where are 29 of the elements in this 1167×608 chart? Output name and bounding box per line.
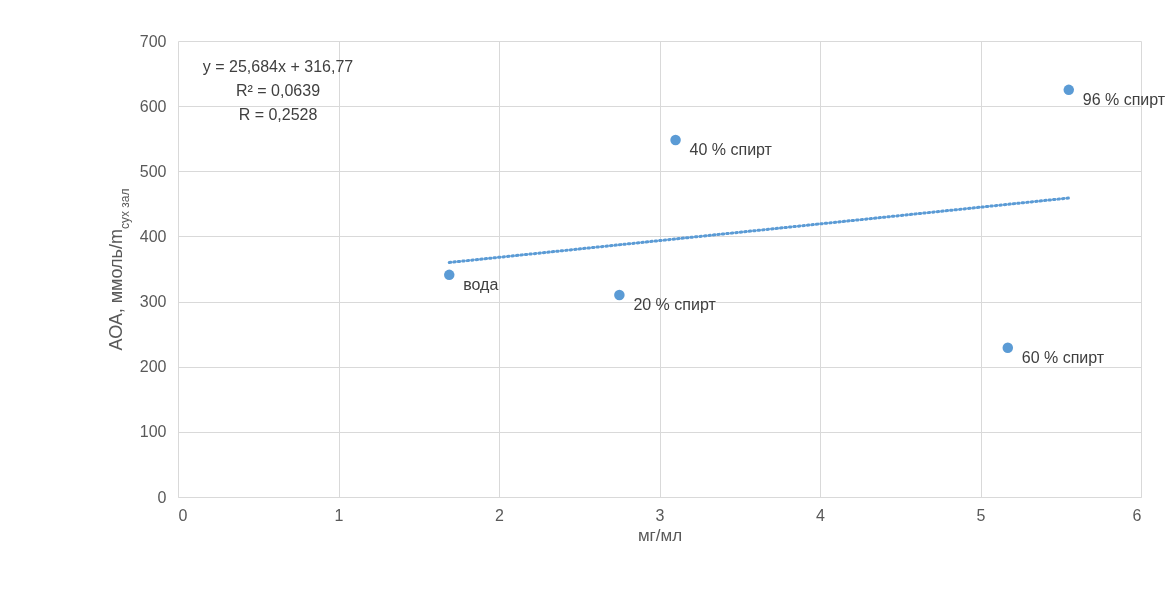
annotation: R = 0,2528 [238,106,318,123]
y-tick-label: 200 [139,358,167,376]
x-tick-label: 4 [816,506,826,524]
x-tick-label: 5 [976,506,986,524]
annotation: 20 % спирт [633,296,717,314]
y-tick-label: 600 [139,97,167,115]
point [444,269,455,281]
annotation: y = 25,684x + 316,77 [202,58,354,75]
point [1002,342,1014,354]
y-tick-label: 100 [139,423,167,441]
y-tick-label: 400 [139,227,167,245]
y-tick-label: 0 [157,488,167,506]
annotation: 60 % спирт [1021,348,1105,366]
y-tick-label: 300 [139,293,167,311]
annotation: 96 % спирт [1082,90,1166,108]
y-tick-label: 500 [139,162,167,180]
y-tick-label: 700 [139,32,167,50]
point [614,289,625,301]
point [670,134,681,146]
x-tick-label: 1 [334,506,344,524]
x-tick-label: 6 [1132,506,1142,524]
point [1063,84,1075,96]
x-axis-title: мг/мл [637,525,683,545]
x-tick-label: 0 [178,506,188,524]
annotation: 40 % спирт [689,141,773,159]
x-tick-label: 2 [495,506,505,524]
x-tick-label: 3 [655,506,665,524]
annotation: R² = 0,0639 [235,82,321,99]
annotation: вода [463,275,499,293]
